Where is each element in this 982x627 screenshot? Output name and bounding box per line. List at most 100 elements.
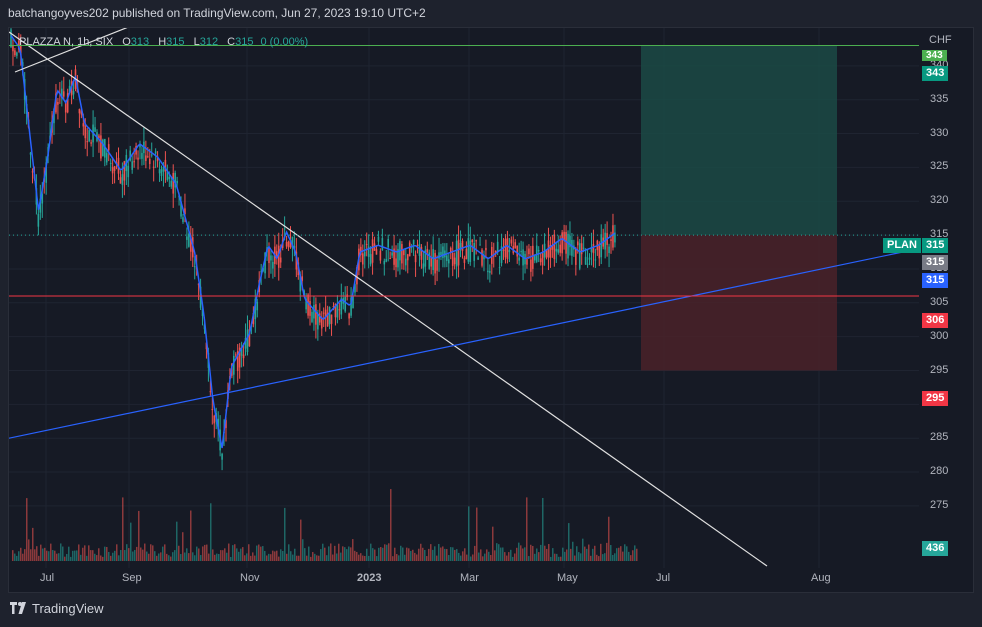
candle-body [276,251,278,256]
volume-bar [272,550,274,561]
volume-bar [306,555,308,561]
volume-bar [298,555,300,561]
candle-body [590,246,593,253]
volume-bar [416,554,418,561]
candle-body [453,257,456,265]
volume-bar [522,548,524,561]
volume-bar [586,548,588,561]
volume-bar [324,547,326,561]
volume-bar [20,547,22,561]
volume-bar [398,555,400,561]
volume-bar [112,552,114,561]
volume-bar [62,546,64,561]
volume-bar [320,549,322,561]
volume-bar [48,551,50,561]
candle-body [479,244,481,246]
volume-bar [216,553,218,561]
candle-body [283,228,286,230]
candle-body [12,45,14,52]
volume-bar [420,543,422,561]
volume-bar [626,546,628,561]
volume-bar [114,550,116,561]
candle-body [246,329,249,352]
volume-bar [338,543,340,561]
candle-body [107,144,110,151]
chart-panel[interactable]: PLAZZA N, 1h, SIX O313 H315 L312 C315 0 … [8,27,974,593]
candle-body [391,252,393,256]
volume-bar [68,546,70,561]
volume-bar [418,548,420,561]
candle-body [19,45,22,56]
tradingview-brand[interactable]: TradingView [10,601,104,616]
ma-price-tag: 315 [922,273,949,288]
volume-bar [288,544,290,561]
candle-body [80,110,83,115]
candle-body [385,259,388,262]
chart-canvas[interactable] [9,28,973,592]
volume-bar [118,555,120,561]
candle-body [317,314,319,330]
volume-bar [344,547,346,561]
volume-bar [174,550,176,561]
volume-bar [450,547,452,561]
volume-bar [592,548,594,561]
volume-bar [378,547,380,561]
currency-label: CHF [929,34,952,46]
volume-bar [184,552,186,561]
volume-bar [578,552,580,561]
candle-body [279,257,282,263]
candle-body [66,93,69,113]
candle-body [483,255,485,260]
candle-body [383,260,386,265]
candle-body [598,245,601,259]
volume-bar [548,544,550,561]
volume-bar [518,542,520,561]
candle-body [305,298,307,310]
candle-body [404,258,407,266]
volume-bar [524,547,526,561]
candle-body [260,271,262,273]
volume-bar [164,544,166,561]
candle-body [588,257,591,260]
volume-bar [76,550,78,561]
y-tick-label: 320 [930,194,949,207]
volume-bar [350,547,352,561]
volume-bar [208,553,210,561]
candle-body [541,253,544,266]
candle-body [84,123,87,139]
candle-body [10,29,12,48]
volume-bar [70,556,72,561]
candle-body [104,138,106,158]
volume-bar [362,555,364,561]
volume-bar [430,544,432,561]
candle-body [381,238,384,251]
candle-body [481,249,483,266]
volume-bar [532,545,534,561]
volume-bar [254,555,256,561]
symbol-name[interactable]: PLAZZA N, 1h, SIX [19,36,114,48]
volume-bar [104,546,106,561]
candle-body [412,240,415,245]
candle-body [557,249,560,253]
volume-bar [64,556,66,561]
candle-body [442,246,444,259]
volume-bar [490,555,492,561]
volume-bar [432,549,434,561]
volume-bar [14,553,16,561]
volume-bar [66,553,68,561]
volume-bar [310,556,312,561]
candle-body [272,261,274,269]
volume-bar [442,546,444,561]
volume-bar [186,548,188,561]
candle-body [240,347,243,356]
candle-body [348,313,350,319]
candle-body [193,266,196,268]
volume-bar [400,545,402,561]
candle-body [418,243,421,256]
high-value: 315 [166,36,185,48]
tradingview-logo-icon [10,602,26,614]
volume-bar [394,547,396,561]
candle-body [164,159,167,172]
candle-body [86,141,89,143]
candle-body [197,283,200,286]
